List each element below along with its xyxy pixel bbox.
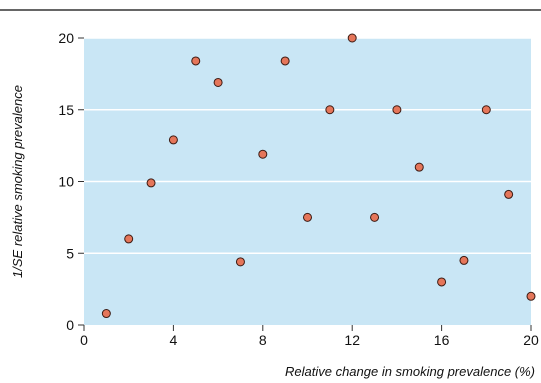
data-point-3	[146, 178, 156, 188]
data-point-14	[392, 105, 402, 115]
data-point-1	[101, 309, 111, 319]
gridlines	[84, 37, 531, 254]
y-axis-title: 1/SE relative smoking prevalence	[10, 85, 25, 278]
data-point-7	[235, 257, 245, 267]
data-point-11	[325, 105, 335, 115]
y-tick-label-5: 5	[66, 245, 74, 261]
y-tick-label-10: 10	[58, 174, 74, 190]
y-axis-ticks: 0 5 10 15 20	[58, 30, 84, 333]
data-point-4	[168, 135, 178, 145]
data-points	[101, 33, 536, 319]
data-point-12	[347, 33, 357, 43]
data-point-8	[258, 149, 268, 159]
data-point-17	[459, 255, 469, 265]
y-tick-label-20: 20	[58, 30, 74, 46]
data-point-18	[481, 105, 491, 115]
data-point-19	[504, 189, 514, 199]
x-tick-label-0: 0	[80, 332, 88, 348]
x-tick-label-20: 20	[523, 332, 539, 348]
y-tick-label-15: 15	[58, 102, 74, 118]
data-point-6	[213, 77, 223, 87]
y-tick-label-0: 0	[66, 317, 74, 333]
x-axis-title: Relative change in smoking prevalence (%…	[285, 364, 535, 379]
data-point-10	[303, 212, 312, 222]
x-tick-label-12: 12	[344, 332, 360, 348]
x-tick-label-16: 16	[434, 332, 450, 348]
data-point-2	[124, 234, 134, 244]
data-point-16	[437, 277, 447, 287]
data-point-15	[414, 162, 424, 172]
data-point-9	[280, 56, 290, 66]
data-point-20	[526, 291, 536, 301]
x-axis-ticks: 0 4 8 12 16 20	[80, 325, 539, 348]
data-point-5	[191, 56, 201, 66]
x-tick-label-4: 4	[170, 332, 178, 348]
data-point-13	[370, 212, 380, 222]
x-tick-label-8: 8	[259, 332, 267, 348]
